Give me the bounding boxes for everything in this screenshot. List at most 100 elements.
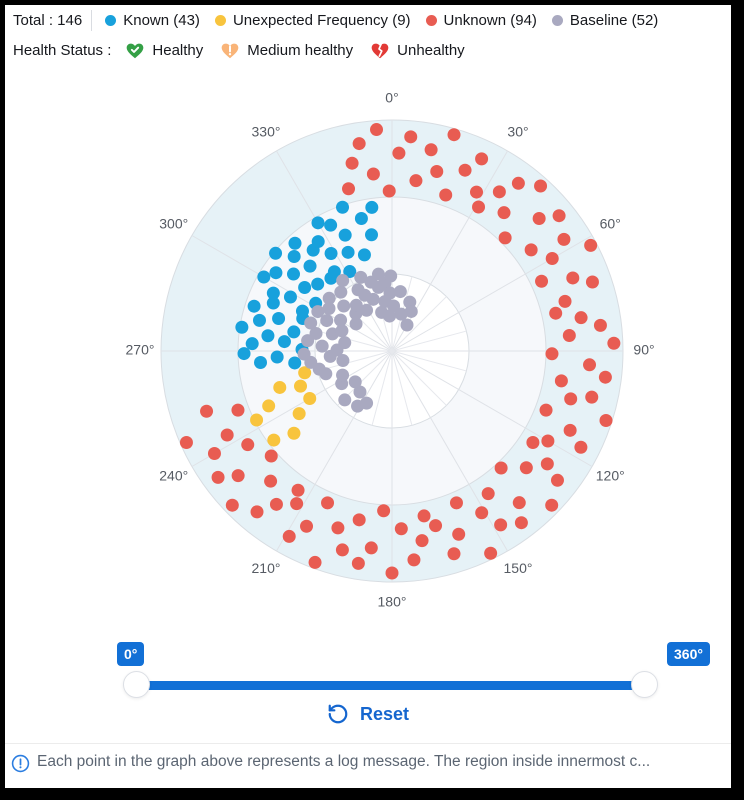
scatter-point-known[interactable] (270, 350, 284, 364)
scatter-point-unknown[interactable] (514, 516, 528, 530)
scatter-point-unknown[interactable] (231, 469, 245, 483)
scatter-point-baseline[interactable] (371, 267, 385, 281)
scatter-point-unknown[interactable] (585, 390, 599, 404)
scatter-point-unknown[interactable] (352, 513, 366, 527)
scatter-point-unexpected-frequency[interactable] (287, 426, 301, 440)
scatter-point-unknown[interactable] (526, 435, 540, 449)
scatter-point-unknown[interactable] (541, 434, 555, 448)
scatter-point-known[interactable] (287, 325, 301, 339)
scatter-point-unknown[interactable] (345, 156, 359, 170)
scatter-point-unknown[interactable] (607, 336, 621, 350)
scatter-point-baseline[interactable] (315, 339, 329, 353)
scatter-point-unknown[interactable] (566, 271, 580, 285)
scatter-point-baseline[interactable] (383, 309, 397, 323)
scatter-point-unknown[interactable] (207, 447, 221, 460)
scatter-point-unknown[interactable] (331, 521, 345, 535)
scatter-point-baseline[interactable] (337, 299, 351, 313)
scatter-point-known[interactable] (336, 200, 350, 214)
scatter-point-known[interactable] (327, 265, 341, 279)
scatter-point-unknown[interactable] (583, 358, 597, 372)
scatter-point-unknown[interactable] (584, 238, 598, 252)
scatter-point-baseline[interactable] (297, 347, 311, 361)
scatter-point-unknown[interactable] (211, 470, 225, 484)
scatter-point-baseline[interactable] (320, 314, 334, 328)
scatter-point-unknown[interactable] (225, 498, 239, 512)
scatter-point-unknown[interactable] (574, 311, 588, 325)
scatter-point-baseline[interactable] (338, 336, 352, 350)
scatter-point-unknown[interactable] (593, 318, 607, 332)
scatter-point-unknown[interactable] (554, 374, 568, 388)
scatter-point-baseline[interactable] (322, 291, 336, 305)
scatter-point-unknown[interactable] (492, 185, 506, 199)
scatter-point-unknown[interactable] (540, 457, 554, 471)
scatter-point-known[interactable] (252, 313, 266, 327)
scatter-point-unknown[interactable] (475, 152, 489, 166)
scatter-point-known[interactable] (311, 216, 325, 230)
scatter-point-unknown[interactable] (585, 275, 599, 289)
scatter-point-known[interactable] (303, 259, 317, 273)
scatter-point-unknown[interactable] (562, 328, 576, 342)
scatter-point-baseline[interactable] (304, 316, 318, 330)
scatter-point-unknown[interactable] (366, 167, 380, 181)
scatter-point-unknown[interactable] (241, 438, 255, 452)
scatter-point-unexpected-frequency[interactable] (267, 433, 281, 447)
scatter-point-unknown[interactable] (574, 440, 588, 454)
scatter-point-unknown[interactable] (321, 496, 335, 510)
scatter-point-baseline[interactable] (348, 375, 362, 389)
scatter-point-unknown[interactable] (352, 137, 366, 151)
scatter-point-baseline[interactable] (334, 285, 348, 299)
scatter-point-known[interactable] (338, 228, 352, 242)
scatter-point-unknown[interactable] (364, 541, 378, 555)
scatter-point-baseline[interactable] (338, 393, 352, 407)
scatter-point-unknown[interactable] (179, 436, 193, 450)
scatter-point-unknown[interactable] (452, 527, 466, 541)
scatter-point-unknown[interactable] (300, 519, 314, 533)
scatter-point-baseline[interactable] (336, 274, 350, 288)
scatter-point-unknown[interactable] (545, 498, 559, 512)
scatter-point-known[interactable] (261, 329, 275, 343)
scatter-point-unknown[interactable] (370, 123, 384, 137)
legend-item-baseline[interactable]: Baseline (52) (551, 12, 658, 29)
scatter-point-unknown[interactable] (534, 179, 548, 193)
scatter-point-known[interactable] (254, 356, 268, 370)
scatter-point-unknown[interactable] (484, 546, 498, 560)
scatter-point-unknown[interactable] (558, 294, 572, 308)
scatter-point-baseline[interactable] (393, 285, 407, 299)
scatter-point-unknown[interactable] (220, 428, 234, 442)
scatter-point-unknown[interactable] (264, 474, 278, 488)
scatter-point-unknown[interactable] (598, 370, 612, 384)
scatter-point-baseline[interactable] (336, 354, 350, 368)
scatter-point-unknown[interactable] (545, 252, 559, 265)
scatter-point-unknown[interactable] (494, 461, 508, 475)
scatter-point-unknown[interactable] (409, 174, 423, 188)
scatter-point-unknown[interactable] (447, 547, 461, 561)
scatter-point-unknown[interactable] (282, 529, 296, 543)
reset-button[interactable]: Reset (321, 702, 415, 726)
scatter-point-unknown[interactable] (539, 403, 553, 417)
scatter-point-unexpected-frequency[interactable] (294, 379, 308, 393)
scatter-point-known[interactable] (324, 218, 338, 232)
scatter-point-unknown[interactable] (535, 274, 549, 288)
scatter-point-known[interactable] (343, 265, 357, 279)
scatter-point-known[interactable] (237, 347, 251, 361)
scatter-point-unknown[interactable] (472, 200, 486, 214)
scatter-point-baseline[interactable] (336, 368, 350, 382)
scatter-point-known[interactable] (266, 286, 280, 300)
angle-range-slider-track[interactable] (137, 681, 645, 690)
scatter-point-unknown[interactable] (382, 184, 396, 198)
scatter-point-baseline[interactable] (311, 305, 325, 319)
scatter-point-known[interactable] (295, 304, 309, 318)
scatter-point-unknown[interactable] (407, 553, 421, 567)
scatter-point-baseline[interactable] (400, 318, 414, 332)
scatter-point-known[interactable] (257, 270, 271, 284)
scatter-point-known[interactable] (288, 236, 302, 250)
scatter-point-baseline[interactable] (387, 299, 401, 313)
scatter-point-unknown[interactable] (497, 206, 511, 220)
scatter-point-known[interactable] (298, 281, 312, 295)
scatter-point-unknown[interactable] (532, 212, 546, 226)
scatter-point-unexpected-frequency[interactable] (262, 399, 276, 413)
scatter-point-unknown[interactable] (404, 130, 418, 144)
scatter-point-unknown[interactable] (342, 182, 356, 196)
scatter-point-known[interactable] (311, 277, 325, 291)
scatter-point-baseline[interactable] (351, 399, 365, 413)
